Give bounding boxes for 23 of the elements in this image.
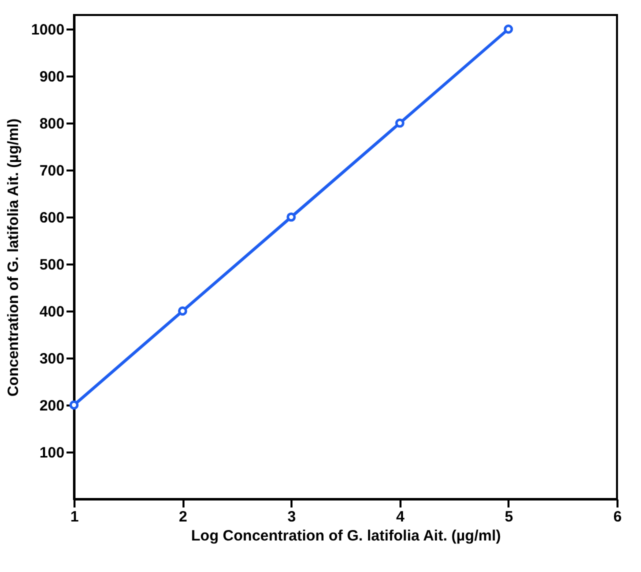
- point: [286, 212, 296, 222]
- x-tick-label: 2: [178, 508, 188, 526]
- x-tick-label: 4: [396, 508, 406, 526]
- point: [178, 306, 188, 316]
- x-tick-label: 5: [504, 508, 514, 526]
- y-tick-label: 100: [39, 444, 64, 462]
- y-tick-label: 700: [39, 162, 64, 180]
- point: [395, 118, 404, 128]
- y-tick-label: 1000: [31, 22, 64, 39]
- x-axis-title: Log Concentration of G. latifolia Ait. (µg/ml): [191, 528, 501, 544]
- y-tick-label: 600: [39, 210, 64, 227]
- y-tick-label: 300: [39, 350, 64, 368]
- point: [69, 400, 79, 410]
- y-axis-title: Concentration of G. latifolia Ait. (µg/ml): [5, 118, 22, 397]
- point: [504, 24, 514, 34]
- x-tick-label: 6: [613, 508, 622, 526]
- x-tick-label: 1: [70, 508, 79, 526]
- y-tick-label: 900: [39, 68, 64, 86]
- y-tick-label: 400: [39, 304, 64, 321]
- y-tick-label: 500: [39, 256, 64, 274]
- x-tick-label: 3: [288, 508, 296, 526]
- y-tick-label: 800: [39, 116, 64, 133]
- y-tick-label: 200: [39, 398, 64, 415]
